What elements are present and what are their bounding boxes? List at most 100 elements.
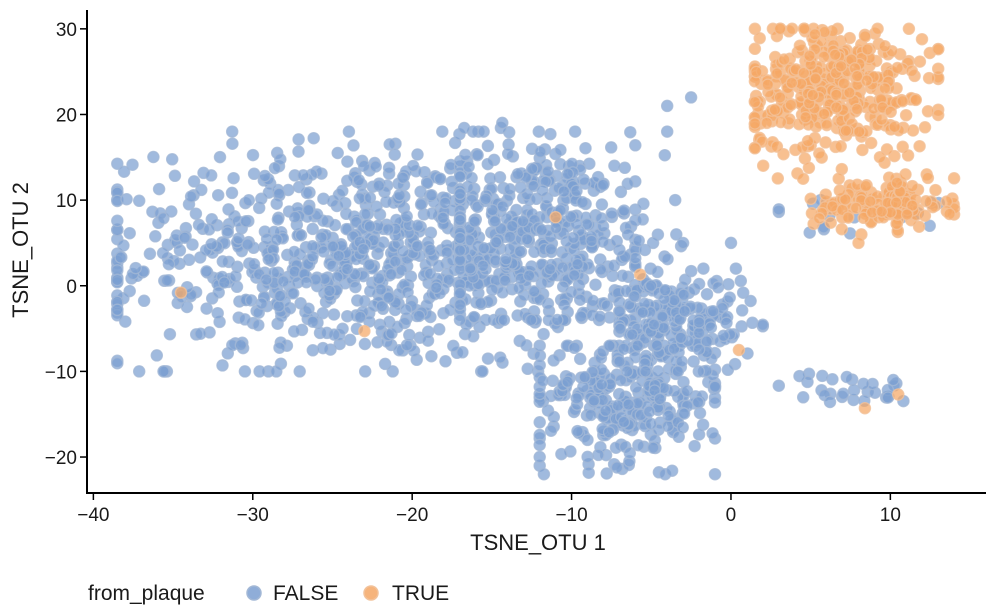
data-point-false: [239, 215, 253, 228]
y-tick-label: 30: [56, 20, 77, 41]
data-point-false: [711, 281, 725, 294]
data-point-false: [584, 408, 598, 422]
data-point-true: [804, 192, 817, 206]
y-tick-label: 0: [66, 277, 77, 298]
data-point-false: [692, 343, 706, 356]
data-point-false: [306, 344, 320, 357]
data-point-true: [891, 61, 904, 75]
data-point-true: [878, 39, 891, 53]
data-point-false: [459, 148, 472, 162]
data-point-false: [292, 145, 305, 158]
data-point-true: [919, 194, 933, 208]
data-point-false: [613, 322, 627, 335]
data-point-false: [605, 207, 619, 220]
data-point-false: [423, 267, 437, 281]
data-point-false: [618, 161, 632, 175]
data-point-false: [638, 243, 652, 257]
data-point-false: [746, 316, 759, 330]
data-point-false: [117, 165, 131, 178]
data-point-true: [896, 94, 909, 108]
data-point-false: [297, 169, 310, 182]
data-point-true: [843, 31, 856, 45]
data-point-false: [734, 274, 748, 288]
data-point-false: [165, 153, 179, 166]
data-point-false: [307, 131, 320, 145]
data-point-false: [189, 207, 203, 220]
data-point-false: [466, 330, 480, 343]
data-point-true: [859, 179, 873, 193]
data-point-true: [773, 91, 787, 104]
data-point-false: [287, 325, 301, 338]
data-point-true: [902, 22, 916, 36]
data-point-false: [533, 416, 546, 429]
data-point-false: [557, 185, 571, 198]
data-point-true: [900, 208, 914, 221]
data-point-true: [931, 42, 945, 56]
data-point-false: [612, 387, 626, 401]
data-point-false: [503, 230, 517, 244]
data-point-true: [921, 105, 935, 118]
data-point-false: [363, 220, 377, 233]
data-point-false: [594, 212, 608, 225]
data-point-false: [168, 169, 182, 183]
data-point-true: [813, 147, 826, 160]
data-point-false: [644, 279, 658, 292]
data-point-true: [850, 102, 864, 116]
data-point-false: [288, 210, 302, 224]
data-point-false: [270, 197, 283, 210]
data-point-false: [706, 304, 720, 318]
data-point-false: [476, 365, 489, 378]
data-point-false: [370, 200, 383, 213]
data-point-false: [692, 326, 706, 340]
data-point-false: [555, 447, 568, 461]
data-point-false: [536, 184, 549, 197]
data-point-true: [750, 65, 763, 79]
data-point-true: [785, 22, 799, 36]
data-point-false: [631, 339, 644, 352]
data-point-false: [272, 299, 286, 313]
data-point-false: [617, 204, 631, 217]
data-point-false: [288, 245, 301, 259]
data-point-false: [678, 304, 691, 318]
data-point-false: [157, 212, 170, 225]
data-point-false: [156, 246, 170, 260]
data-point-true: [817, 107, 831, 121]
data-point-true: [947, 172, 961, 185]
data-point-false: [369, 160, 382, 173]
data-point-false: [793, 369, 806, 383]
data-point-false: [620, 365, 634, 378]
data-point-false: [697, 262, 710, 275]
data-point-false: [680, 384, 694, 398]
data-point-false: [677, 407, 691, 420]
data-point-false: [488, 214, 502, 228]
data-point-true: [830, 101, 843, 114]
data-point-false: [660, 125, 674, 138]
data-point-false: [554, 143, 567, 157]
data-point-false: [229, 270, 242, 283]
data-point-true: [913, 139, 926, 153]
data-point-false: [165, 205, 178, 218]
data-point-false: [425, 207, 439, 220]
data-point-false: [624, 125, 637, 139]
data-point-false: [247, 167, 261, 181]
data-point-false: [847, 383, 861, 397]
data-point-false: [439, 355, 452, 368]
data-point-false: [363, 191, 377, 205]
data-point-false: [625, 328, 639, 341]
data-point-true: [761, 78, 775, 91]
data-point-false: [241, 238, 254, 251]
data-point-false: [639, 365, 652, 378]
data-point-false: [653, 392, 667, 406]
data-point-false: [676, 421, 689, 434]
data-point-false: [221, 226, 234, 239]
data-point-false: [593, 310, 607, 324]
data-point-false: [465, 171, 478, 185]
data-point-false: [336, 184, 349, 198]
legend-key-true: [363, 585, 379, 601]
data-point-false: [341, 174, 354, 187]
data-point-false: [242, 194, 256, 207]
data-point-true: [777, 53, 791, 66]
data-point-true: [832, 172, 845, 185]
data-point-false: [230, 280, 244, 294]
data-point-false: [534, 145, 547, 158]
